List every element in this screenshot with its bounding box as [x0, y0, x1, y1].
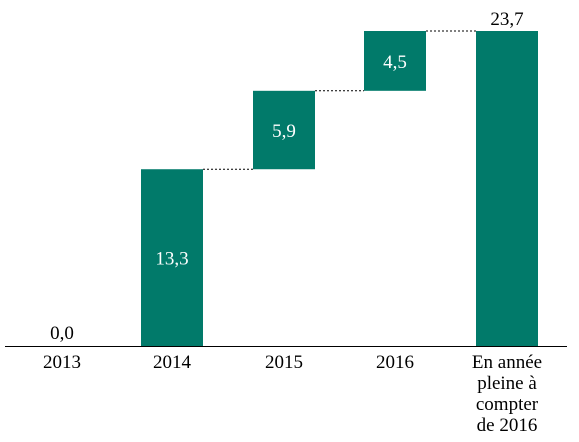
x-tick-label-line: compter — [476, 394, 539, 415]
x-tick-label-line: 2015 — [265, 352, 303, 373]
value-label: 0,0 — [50, 323, 74, 344]
value-label: 4,5 — [383, 52, 407, 73]
bar-en-ann-e-pleine-compter-de-2016 — [476, 31, 538, 346]
value-label: 23,7 — [490, 9, 523, 30]
x-tick-label: 2016 — [376, 352, 414, 373]
x-tick-label: En année pleine à compter de 2016 — [472, 352, 542, 436]
x-tick-label-line: 2016 — [376, 352, 414, 373]
bar-2016 — [364, 31, 426, 91]
x-tick-label-line: de 2016 — [477, 415, 538, 436]
bar-2014 — [141, 169, 203, 346]
value-label: 5,9 — [272, 121, 296, 142]
value-label: 13,3 — [155, 249, 188, 270]
x-tick-label-line: pleine à — [477, 373, 537, 394]
bar-2015 — [253, 90, 315, 170]
x-tick-label-line: En année — [472, 352, 542, 373]
x-tick-label-line: 2014 — [153, 352, 192, 373]
x-tick-label: 2013 — [43, 352, 81, 373]
x-tick-label: 2015 — [265, 352, 303, 373]
x-tick-label: 2014 — [153, 352, 192, 373]
x-tick-label-line: 2013 — [43, 352, 81, 373]
